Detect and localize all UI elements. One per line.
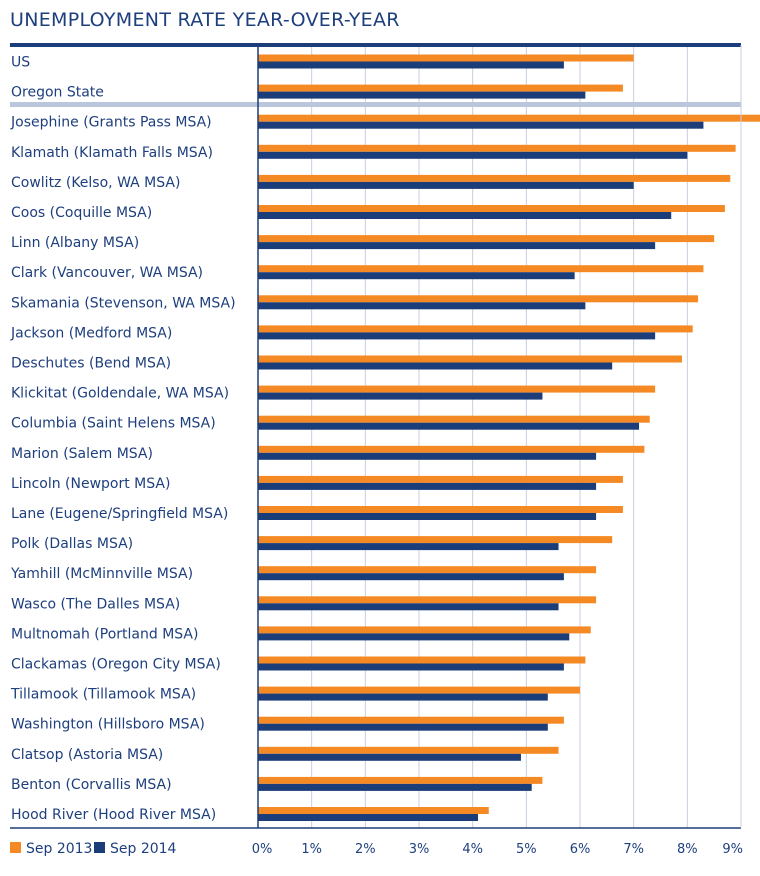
category-label-23: Clatsop (Astoria MSA) [11, 747, 163, 763]
bar-sep2013-14 [258, 475, 623, 483]
bar-sep2014-25 [258, 814, 479, 821]
bar-sep2013-10 [258, 355, 682, 363]
bar-sep2013-25 [258, 807, 489, 814]
bar-sep2013-12 [258, 415, 650, 423]
bar-sep2013-16 [258, 536, 613, 544]
bar-sep2013-18 [258, 596, 597, 604]
category-label-2: Josephine (Grants Pass MSA) [10, 115, 212, 131]
bar-sep2014-6 [258, 242, 656, 250]
bar-sep2014-12 [258, 422, 640, 430]
category-label-10: Deschutes (Bend MSA) [11, 356, 171, 372]
bar-sep2013-6 [258, 235, 715, 243]
bar-sep2014-9 [258, 332, 656, 340]
bar-sep2013-2 [258, 114, 760, 122]
bar-sep2013-22 [258, 716, 564, 724]
bar-sep2013-5 [258, 205, 725, 212]
category-label-3: Klamath (Klamath Falls MSA) [11, 145, 213, 161]
bar-sep2013-20 [258, 656, 586, 664]
chart-title: UNEMPLOYMENT RATE YEAR-OVER-YEAR [10, 9, 400, 31]
x-tick-label-2: 2% [355, 842, 376, 857]
bar-sep2014-16 [258, 543, 559, 551]
bar-sep2014-17 [258, 573, 564, 581]
category-label-15: Lane (Eugene/Springfield MSA) [11, 506, 228, 522]
bar-sep2014-3 [258, 151, 688, 159]
category-label-11: Klickitat (Goldendale, WA MSA) [11, 386, 229, 402]
bar-sep2013-3 [258, 144, 736, 152]
bar-sep2014-24 [258, 783, 532, 791]
legend-label-sep2013: Sep 2013 [26, 841, 92, 857]
bar-sep2013-17 [258, 566, 597, 574]
category-label-7: Clark (Vancouver, WA MSA) [11, 265, 203, 281]
bar-sep2014-20 [258, 663, 564, 671]
category-label-4: Cowlitz (Kelso, WA MSA) [11, 175, 180, 191]
bar-sep2014-7 [258, 272, 575, 280]
bar-sep2014-5 [258, 212, 672, 219]
category-label-1: Oregon State [11, 85, 104, 101]
category-label-13: Marion (Salem MSA) [11, 446, 153, 462]
bar-sep2013-9 [258, 325, 693, 333]
category-label-14: Lincoln (Newport MSA) [11, 476, 170, 492]
category-label-21: Tillamook (Tillamook MSA) [10, 687, 196, 703]
category-label-9: Jackson (Medford MSA) [10, 325, 172, 341]
x-tick-label-1: 1% [301, 842, 322, 857]
bar-sep2014-11 [258, 392, 543, 400]
x-tick-label-9: 9% [722, 842, 743, 857]
bar-sep2013-19 [258, 626, 591, 634]
x-tick-label-7: 7% [623, 842, 644, 857]
bar-sep2013-23 [258, 746, 559, 754]
bar-sep2013-4 [258, 174, 731, 182]
top-rule [10, 43, 741, 47]
category-label-19: Multnomah (Portland MSA) [11, 626, 198, 642]
legend-swatch-sep2013 [10, 842, 21, 853]
x-tick-label-0: 0% [252, 842, 273, 857]
bar-sep2013-7 [258, 265, 704, 273]
bar-sep2014-23 [258, 753, 521, 761]
category-label-12: Columbia (Saint Helens MSA) [11, 416, 216, 432]
bar-sep2014-19 [258, 633, 570, 641]
category-label-24: Benton (Corvallis MSA) [11, 777, 172, 793]
bar-sep2014-15 [258, 513, 597, 520]
bar-sep2014-14 [258, 482, 597, 490]
category-label-6: Linn (Albany MSA) [11, 235, 139, 251]
bar-sep2013-21 [258, 686, 580, 694]
group-separator [10, 102, 741, 107]
category-label-20: Clackamas (Oregon City MSA) [11, 657, 221, 673]
bar-sep2014-0 [258, 61, 564, 69]
bar-sep2013-24 [258, 776, 543, 784]
bar-sep2013-8 [258, 295, 699, 303]
bar-sep2013-0 [258, 54, 634, 62]
category-label-0: US [11, 55, 30, 71]
bar-sep2014-21 [258, 693, 548, 701]
bar-sep2014-8 [258, 302, 586, 310]
category-label-16: Polk (Dallas MSA) [11, 536, 133, 552]
category-label-8: Skamania (Stevenson, WA MSA) [11, 295, 236, 311]
legend-swatch-sep2014 [94, 842, 105, 853]
x-tick-label-5: 5% [516, 842, 537, 857]
x-tick-label-4: 4% [462, 842, 483, 857]
category-label-17: Yamhill (McMinnville MSA) [10, 566, 193, 582]
bar-sep2014-22 [258, 723, 548, 731]
bar-sep2014-18 [258, 603, 559, 611]
x-tick-label-6: 6% [570, 842, 591, 857]
bar-sep2014-13 [258, 452, 597, 460]
category-label-18: Wasco (The Dalles MSA) [11, 596, 180, 612]
x-tick-label-3: 3% [409, 842, 430, 857]
bar-sep2014-4 [258, 181, 634, 189]
bar-sep2013-13 [258, 445, 645, 453]
category-label-25: Hood River (Hood River MSA) [11, 807, 216, 823]
bar-sep2013-11 [258, 385, 656, 393]
bar-sep2013-1 [258, 84, 623, 92]
bar-sep2014-2 [258, 121, 704, 129]
category-label-22: Washington (Hillsboro MSA) [11, 717, 205, 733]
x-tick-label-8: 8% [677, 842, 698, 857]
bar-sep2014-10 [258, 362, 613, 370]
bar-sep2014-1 [258, 91, 586, 99]
bar-sep2013-15 [258, 506, 623, 513]
category-label-5: Coos (Coquille MSA) [11, 205, 152, 221]
legend-label-sep2014: Sep 2014 [110, 841, 177, 857]
